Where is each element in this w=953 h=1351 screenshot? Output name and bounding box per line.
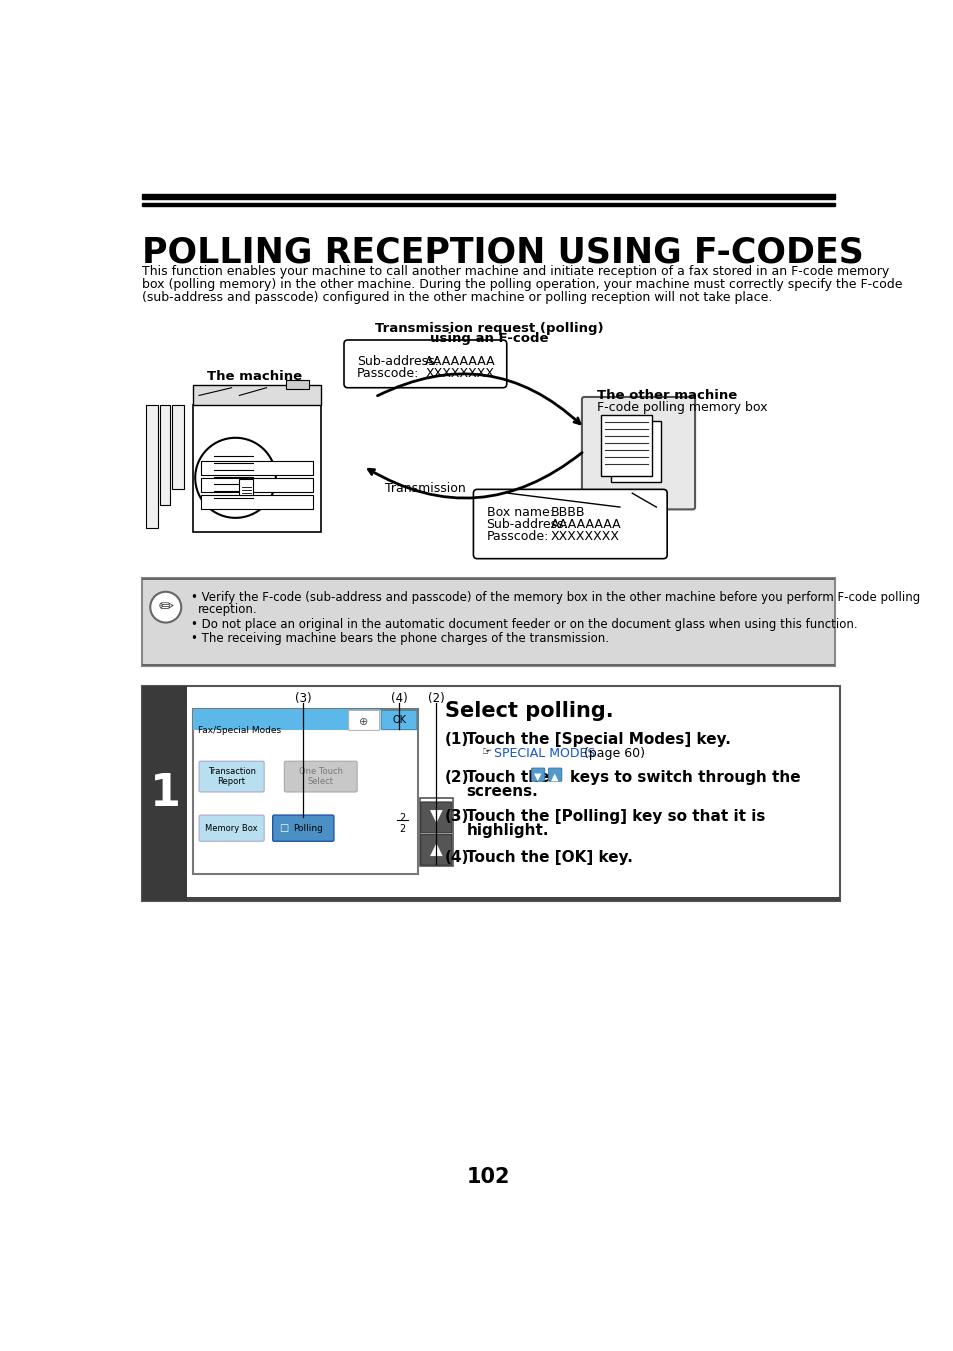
Bar <box>239 480 253 494</box>
Bar <box>193 709 417 874</box>
Text: ▲: ▲ <box>551 771 558 782</box>
Bar <box>200 494 313 508</box>
Text: Touch the [Polling] key so that it is: Touch the [Polling] key so that it is <box>466 809 765 824</box>
Bar <box>142 686 187 901</box>
Text: Sub-address:: Sub-address: <box>486 517 568 531</box>
Bar <box>142 578 835 580</box>
Bar <box>193 405 320 532</box>
Text: The machine: The machine <box>207 370 302 384</box>
Bar <box>160 405 170 505</box>
Text: (3): (3) <box>444 809 469 824</box>
Text: • Do not place an original in the automatic document feeder or on the document g: • Do not place an original in the automa… <box>191 617 857 631</box>
Text: Memory Box: Memory Box <box>205 824 257 832</box>
Bar <box>142 578 835 666</box>
Text: ▼: ▼ <box>534 771 541 782</box>
Bar <box>200 478 313 492</box>
Text: XXXXXXXX: XXXXXXXX <box>550 530 619 543</box>
Bar <box>419 798 452 866</box>
Text: (3): (3) <box>294 692 312 705</box>
Bar <box>142 686 840 901</box>
Bar <box>193 709 380 731</box>
FancyBboxPatch shape <box>273 815 334 842</box>
FancyBboxPatch shape <box>344 340 506 388</box>
FancyBboxPatch shape <box>420 835 452 865</box>
Text: box (polling memory) in the other machine. During the polling operation, your ma: box (polling memory) in the other machin… <box>142 277 902 290</box>
Text: This function enables your machine to call another machine and initiate receptio: This function enables your machine to ca… <box>142 265 889 277</box>
FancyBboxPatch shape <box>381 711 416 730</box>
Text: Touch the [OK] key.: Touch the [OK] key. <box>466 850 633 865</box>
Text: ☞: ☞ <box>481 747 492 758</box>
Text: One Touch
Select: One Touch Select <box>298 767 342 786</box>
Bar <box>600 415 651 477</box>
Text: using an F-code: using an F-code <box>429 332 548 346</box>
Text: Transmission request (polling): Transmission request (polling) <box>375 322 602 335</box>
FancyBboxPatch shape <box>199 761 264 792</box>
Text: keys to switch through the: keys to switch through the <box>570 770 801 785</box>
Text: ⊕: ⊕ <box>359 717 369 727</box>
Text: ✏: ✏ <box>158 598 173 616</box>
Text: Passcode:: Passcode: <box>356 367 419 380</box>
Bar <box>142 193 835 199</box>
Text: Sub-address:: Sub-address: <box>356 354 438 367</box>
Text: (4): (4) <box>390 692 407 705</box>
Circle shape <box>150 592 181 623</box>
Text: (2): (2) <box>444 770 469 785</box>
Text: (1): (1) <box>444 732 469 747</box>
FancyBboxPatch shape <box>531 769 544 781</box>
Text: (page 60): (page 60) <box>579 747 644 761</box>
Text: (2): (2) <box>427 692 444 705</box>
Text: 1: 1 <box>150 771 180 815</box>
Bar <box>142 203 835 205</box>
Text: OK: OK <box>392 715 406 725</box>
Bar <box>610 422 660 482</box>
Text: • The receiving machine bears the phone charges of the transmission.: • The receiving machine bears the phone … <box>191 632 608 644</box>
Text: (sub-address and passcode) configured in the other machine or polling reception : (sub-address and passcode) configured in… <box>142 290 772 304</box>
Text: Touch the: Touch the <box>466 770 549 785</box>
Text: Passcode:: Passcode: <box>486 530 548 543</box>
Text: The other machine: The other machine <box>597 389 737 403</box>
FancyBboxPatch shape <box>199 815 264 842</box>
Text: ▲: ▲ <box>430 840 442 859</box>
Text: Box name:: Box name: <box>486 505 553 519</box>
Bar <box>172 405 183 489</box>
Text: (4): (4) <box>444 850 469 865</box>
Text: ▼: ▼ <box>430 808 442 827</box>
Text: POLLING RECEPTION USING F-CODES: POLLING RECEPTION USING F-CODES <box>142 235 863 269</box>
Text: 2: 2 <box>398 813 405 823</box>
Text: Select polling.: Select polling. <box>444 701 613 721</box>
Text: Touch the [Special Modes] key.: Touch the [Special Modes] key. <box>466 732 731 747</box>
FancyBboxPatch shape <box>348 711 379 731</box>
FancyBboxPatch shape <box>581 397 695 509</box>
FancyBboxPatch shape <box>420 802 452 832</box>
Bar <box>146 405 158 528</box>
Text: Fax/Special Modes: Fax/Special Modes <box>197 725 280 735</box>
Bar <box>286 380 309 389</box>
Text: Transmission: Transmission <box>385 482 465 494</box>
Bar <box>193 385 320 405</box>
FancyBboxPatch shape <box>548 769 561 781</box>
Circle shape <box>195 438 275 517</box>
FancyBboxPatch shape <box>284 761 356 792</box>
Text: BBBB: BBBB <box>550 505 585 519</box>
Bar <box>142 665 835 666</box>
Text: F-code polling memory box: F-code polling memory box <box>597 401 767 413</box>
Text: highlight.: highlight. <box>466 823 548 838</box>
Text: Polling: Polling <box>293 824 322 832</box>
Text: □: □ <box>278 823 288 834</box>
Text: 2: 2 <box>398 824 405 835</box>
Bar <box>142 897 840 901</box>
Text: Transaction
Report: Transaction Report <box>208 767 255 786</box>
Text: 102: 102 <box>467 1167 510 1188</box>
Text: • Verify the F-code (sub-address and passcode) of the memory box in the other ma: • Verify the F-code (sub-address and pas… <box>191 590 919 604</box>
Text: reception.: reception. <box>198 603 257 616</box>
Text: SPECIAL MODES: SPECIAL MODES <box>494 747 595 761</box>
Text: XXXXXXXX: XXXXXXXX <box>425 367 494 380</box>
Text: AAAAAAAA: AAAAAAAA <box>425 354 496 367</box>
Text: AAAAAAAA: AAAAAAAA <box>550 517 621 531</box>
Text: screens.: screens. <box>466 785 537 800</box>
Bar <box>200 461 313 474</box>
FancyBboxPatch shape <box>473 489 666 559</box>
